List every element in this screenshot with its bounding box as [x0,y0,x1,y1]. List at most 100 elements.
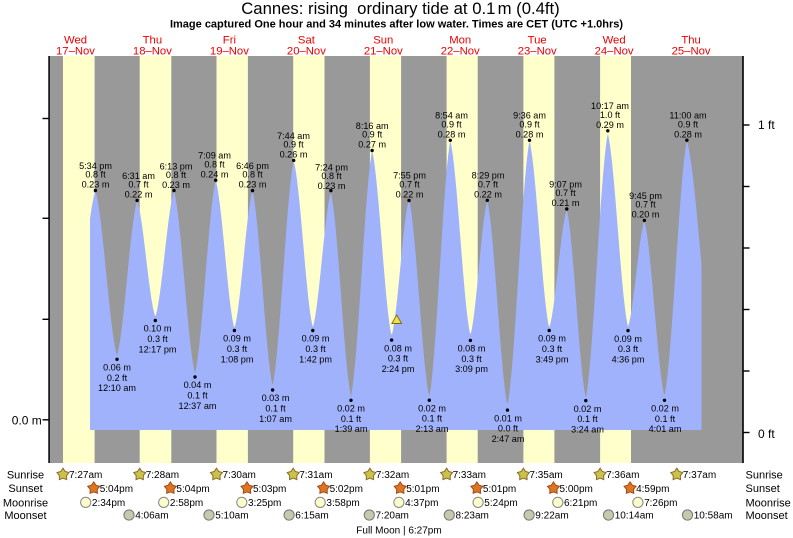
svg-text:0.7 ft: 0.7 ft [399,179,420,189]
svg-text:Wed: Wed [64,35,87,47]
svg-text:0.22 m: 0.22 m [474,189,502,199]
svg-text:0.09 m: 0.09 m [223,334,251,344]
svg-text:6:15am: 6:15am [295,511,328,522]
svg-text:0.28 m: 0.28 m [674,129,702,139]
svg-text:7:24 pm: 7:24 pm [315,162,348,172]
svg-text:0.1 ft: 0.1 ft [655,414,676,424]
svg-text:0.02 m: 0.02 m [651,404,679,414]
svg-text:25–Nov: 25–Nov [672,45,711,57]
svg-text:8:54 am: 8:54 am [435,111,468,121]
svg-text:Sunset: Sunset [746,483,780,495]
svg-text:5:04pm: 5:04pm [176,484,209,495]
svg-text:0.03 m: 0.03 m [262,393,290,403]
svg-text:0.20 m: 0.20 m [632,210,660,220]
svg-text:0.23 m: 0.23 m [162,180,190,190]
svg-text:1:07 am: 1:07 am [259,414,292,424]
svg-text:6:21pm: 6:21pm [564,498,597,509]
svg-text:1 ft: 1 ft [758,118,775,132]
svg-text:7:55 pm: 7:55 pm [393,171,426,181]
svg-text:Thu: Thu [681,35,700,47]
svg-text:7:31am: 7:31am [299,470,332,481]
svg-text:7:30am: 7:30am [223,470,256,481]
svg-text:4:36 pm: 4:36 pm [612,354,645,364]
svg-text:0.09 m: 0.09 m [538,334,566,344]
svg-text:0.1 ft: 0.1 ft [265,404,286,414]
svg-text:12:17 pm: 12:17 pm [139,344,177,354]
svg-text:Full Moon | 6:27pm: Full Moon | 6:27pm [356,526,441,537]
svg-text:8:23am: 8:23am [456,511,489,522]
svg-text:4:01 am: 4:01 am [649,424,682,434]
svg-text:17–Nov: 17–Nov [56,45,95,57]
svg-text:7:35am: 7:35am [529,470,562,481]
svg-text:6:13 pm: 6:13 pm [160,161,193,171]
svg-text:5:02pm: 5:02pm [330,484,363,495]
svg-text:7:27am: 7:27am [69,470,102,481]
svg-text:0.04 m: 0.04 m [184,380,212,390]
svg-text:7:26pm: 7:26pm [644,498,677,509]
svg-text:Moonrise: Moonrise [3,497,48,509]
svg-text:0.2 ft: 0.2 ft [107,373,128,383]
svg-text:18–Nov: 18–Nov [133,45,172,57]
svg-text:0.08 m: 0.08 m [384,343,412,353]
svg-text:0.8 ft: 0.8 ft [242,170,263,180]
svg-text:7:37am: 7:37am [683,470,716,481]
svg-text:5:34 pm: 5:34 pm [79,161,112,171]
svg-text:Sat: Sat [298,35,316,47]
svg-text:9:45 pm: 9:45 pm [629,191,662,201]
svg-text:11:00 am: 11:00 am [669,111,706,121]
svg-text:0.0 ft: 0.0 ft [498,424,519,434]
svg-text:6:46 pm: 6:46 pm [236,161,269,171]
svg-text:19–Nov: 19–Nov [210,45,249,57]
svg-text:2:13 am: 2:13 am [416,424,449,434]
svg-text:Sun: Sun [373,35,393,47]
svg-text:2:58pm: 2:58pm [170,498,203,509]
svg-text:0.23 m: 0.23 m [82,180,110,190]
svg-text:7:20am: 7:20am [376,511,409,522]
svg-text:0.9 ft: 0.9 ft [441,119,462,129]
svg-text:3:24 am: 3:24 am [571,424,604,434]
svg-text:Fri: Fri [223,35,236,47]
svg-text:2:24 pm: 2:24 pm [382,364,415,374]
svg-text:2:34pm: 2:34pm [92,498,125,509]
svg-text:0.8 ft: 0.8 ft [321,171,342,181]
svg-text:5:10am: 5:10am [215,511,248,522]
svg-text:0.1 ft: 0.1 ft [187,391,208,401]
svg-text:0.9 ft: 0.9 ft [519,119,540,129]
svg-text:0.28 m: 0.28 m [438,129,466,139]
svg-text:4:59pm: 4:59pm [636,484,669,495]
svg-text:7:32am: 7:32am [376,470,409,481]
svg-text:0.24 m: 0.24 m [201,169,229,179]
svg-text:0.1 ft: 0.1 ft [341,414,362,424]
svg-text:0.3 ft: 0.3 ft [147,334,168,344]
svg-text:Cannes: rising ordinary tide: Cannes: rising ordinary tide at 0.1 m (0.… [241,0,560,18]
svg-text:0.9 ft: 0.9 ft [283,140,304,150]
svg-text:0.09 m: 0.09 m [302,334,330,344]
svg-text:Wed: Wed [603,35,626,47]
svg-text:0.8 ft: 0.8 ft [204,159,225,169]
svg-text:0.22 m: 0.22 m [396,189,424,199]
svg-text:22–Nov: 22–Nov [441,45,480,57]
svg-text:12:10 am: 12:10 am [98,383,136,393]
svg-text:10:17 am: 10:17 am [591,101,629,111]
svg-text:8:29 pm: 8:29 pm [472,171,505,181]
svg-text:3:49 pm: 3:49 pm [536,354,569,364]
svg-text:0.8 ft: 0.8 ft [166,170,187,180]
svg-text:0.06 m: 0.06 m [103,363,131,373]
svg-text:0.7 ft: 0.7 ft [478,179,499,189]
svg-text:7:28am: 7:28am [146,470,179,481]
svg-text:Moonset: Moonset [746,510,788,522]
svg-text:Sunrise: Sunrise [7,470,44,482]
svg-text:0 ft: 0 ft [758,427,775,441]
svg-text:0.3 ft: 0.3 ft [388,354,409,364]
svg-text:9:07 pm: 9:07 pm [549,179,582,189]
svg-text:5:04pm: 5:04pm [100,484,133,495]
svg-text:Thu: Thu [143,35,162,47]
svg-text:0.3 ft: 0.3 ft [305,344,326,354]
svg-text:5:03pm: 5:03pm [253,484,286,495]
svg-text:9:36 am: 9:36 am [513,111,546,121]
svg-text:0.26 m: 0.26 m [280,150,308,160]
svg-text:8:16 am: 8:16 am [356,121,389,131]
svg-text:1:08 pm: 1:08 pm [221,354,254,364]
svg-text:0.3 ft: 0.3 ft [542,344,563,354]
svg-text:0.8 ft: 0.8 ft [85,170,106,180]
